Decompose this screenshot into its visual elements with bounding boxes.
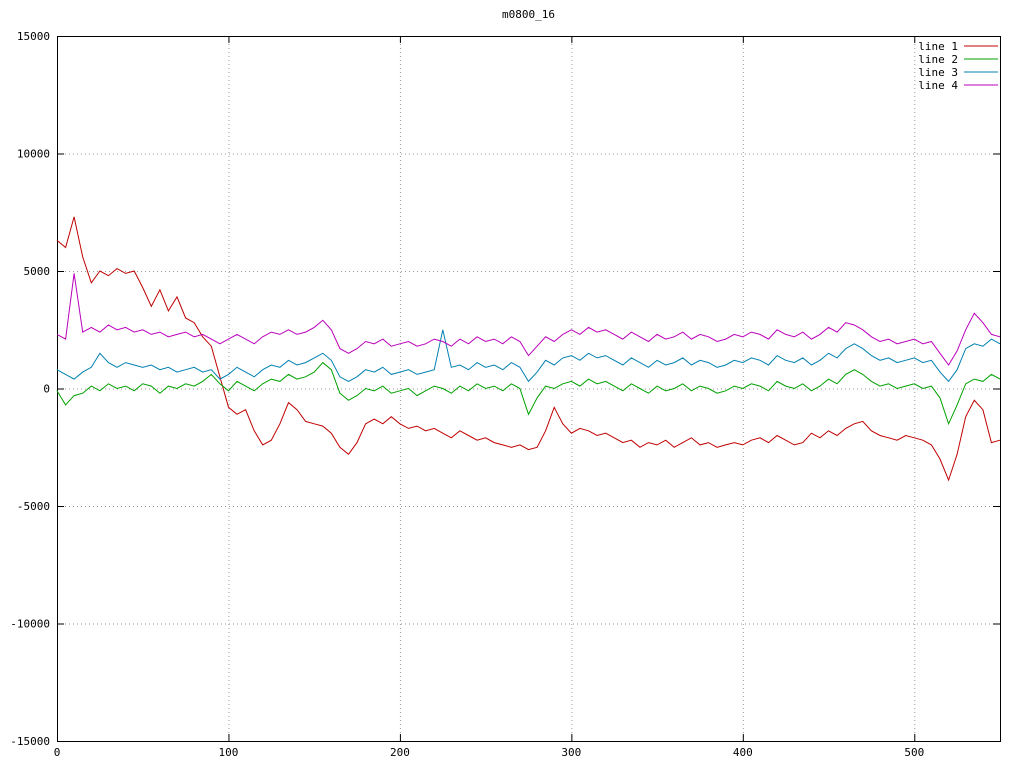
svg-text:5000: 5000: [24, 265, 51, 278]
svg-text:10000: 10000: [17, 148, 50, 161]
series-line-2: [56, 361, 1001, 426]
svg-text:15000: 15000: [17, 30, 50, 43]
svg-text:-15000: -15000: [10, 735, 50, 748]
x-axis-labels: 0 100 200 300 400 500: [54, 746, 925, 759]
legend-label: line 3: [918, 66, 958, 79]
svg-text:300: 300: [561, 746, 581, 759]
series-line-4: [56, 273, 1001, 366]
legend-label: line 2: [918, 53, 958, 66]
svg-text:-5000: -5000: [17, 500, 50, 513]
tick-marks: [57, 36, 1000, 742]
svg-text:500: 500: [904, 746, 924, 759]
series-line-1: [56, 216, 1001, 482]
svg-text:-10000: -10000: [10, 618, 50, 631]
svg-text:0: 0: [54, 746, 61, 759]
legend-label: line 1: [918, 40, 958, 53]
svg-text:400: 400: [733, 746, 753, 759]
legend-label: line 4: [918, 79, 958, 92]
svg-text:200: 200: [390, 746, 410, 759]
svg-text:0: 0: [43, 383, 50, 396]
svg-text:100: 100: [219, 746, 239, 759]
chart-title: m0800_16: [502, 8, 555, 21]
series-line-3: [56, 329, 1001, 383]
gridlines: [57, 36, 1000, 742]
y-axis-labels: -15000 -10000 -5000 0 5000 10000 15000: [10, 30, 50, 748]
